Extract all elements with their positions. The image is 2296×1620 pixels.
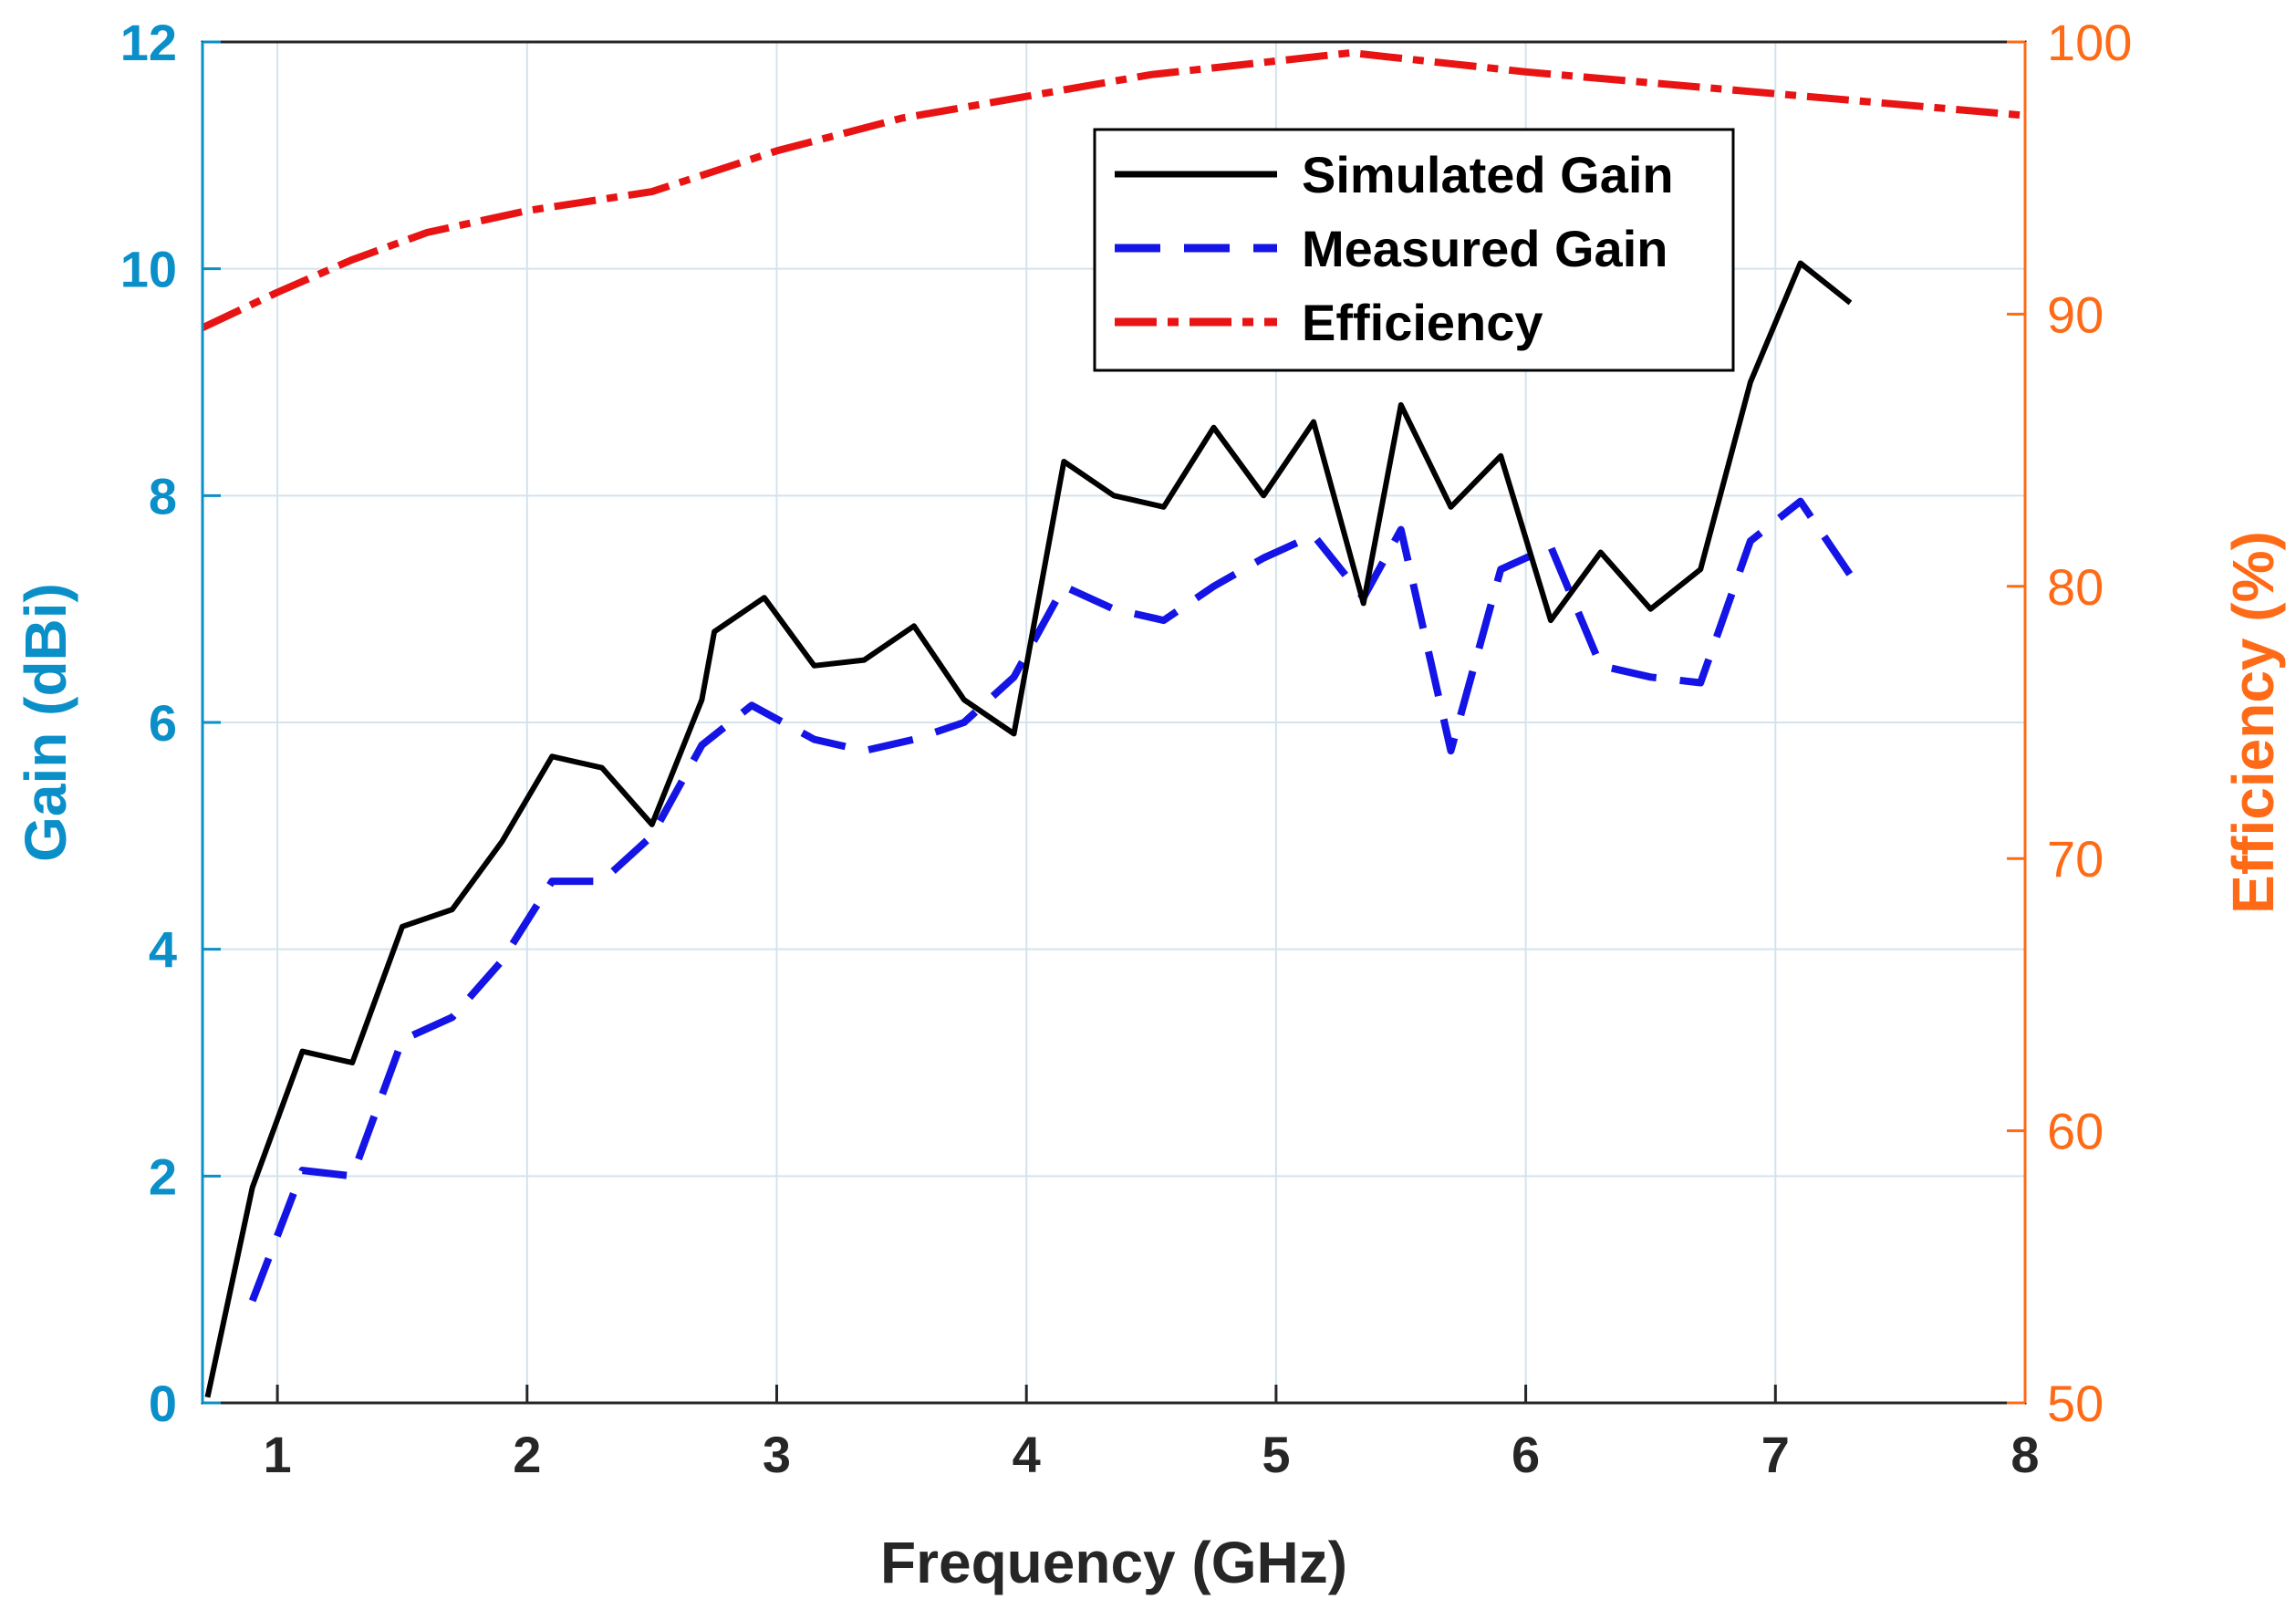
y-right-tick-label: 90 bbox=[2047, 286, 2104, 343]
y-left-tick-label: 8 bbox=[149, 467, 177, 524]
simulated-gain-line bbox=[204, 260, 1853, 1398]
measured-gain-line bbox=[248, 497, 1854, 1303]
legend-label-simulated: Simulated Gain bbox=[1302, 146, 1674, 203]
y-left-tick-label: 0 bbox=[149, 1375, 177, 1432]
x-tick-label: 8 bbox=[2010, 1426, 2039, 1483]
y-left-tick-label: 4 bbox=[149, 921, 177, 979]
y-right-tick-label: 50 bbox=[2047, 1375, 2104, 1432]
x-axis-label: Frequency (GHz) bbox=[880, 1530, 1347, 1595]
y-left-tick-label: 2 bbox=[149, 1148, 177, 1205]
y-right-tick-label: 70 bbox=[2047, 830, 2104, 888]
legend-label-measured: Measured Gain bbox=[1302, 220, 1667, 277]
x-tick-label: 1 bbox=[264, 1426, 292, 1483]
y-left-tick-label: 12 bbox=[120, 14, 177, 71]
y-axis-left-label: Gain (dBi) bbox=[13, 583, 78, 862]
legend: Simulated Gain Measured Gain Efficiency bbox=[1093, 128, 1735, 372]
y-axis-right-label: Efficiency (%) bbox=[2220, 531, 2286, 914]
y-right-tick-label: 80 bbox=[2047, 558, 2104, 616]
x-tick-label: 5 bbox=[1262, 1426, 1290, 1483]
y-left-tick-label: 10 bbox=[120, 241, 177, 298]
y-right-tick-label: 60 bbox=[2047, 1103, 2104, 1160]
x-tick-label: 2 bbox=[513, 1426, 541, 1483]
efficiency-line bbox=[203, 48, 2025, 331]
x-tick-label: 6 bbox=[1512, 1426, 1540, 1483]
y-left-tick-label: 6 bbox=[149, 694, 177, 752]
series-layer bbox=[203, 48, 2025, 1398]
x-tick-label: 3 bbox=[763, 1426, 791, 1483]
y-right-tick-label: 100 bbox=[2047, 14, 2132, 71]
x-tick-label: 7 bbox=[1761, 1426, 1790, 1483]
legend-label-efficiency: Efficiency bbox=[1302, 294, 1543, 351]
x-tick-label: 4 bbox=[1013, 1426, 1041, 1483]
